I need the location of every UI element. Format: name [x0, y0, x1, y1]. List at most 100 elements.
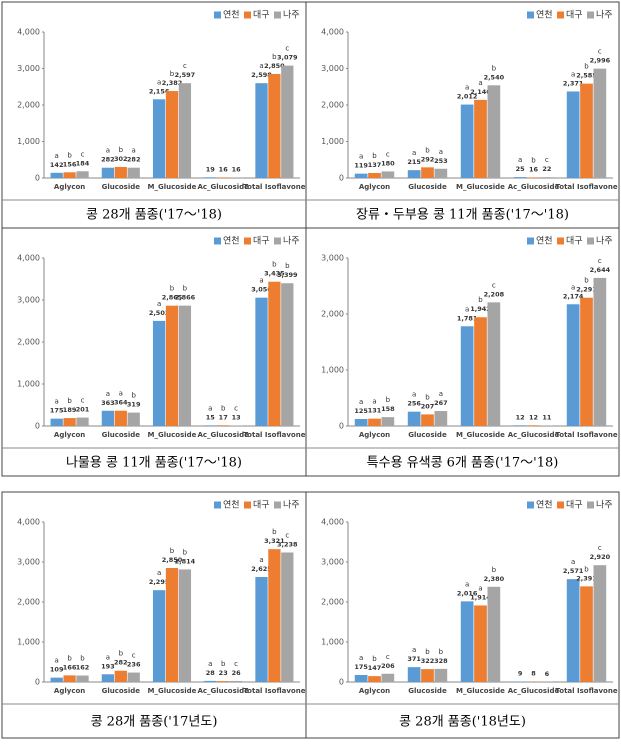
- value-label: 137: [368, 161, 382, 169]
- x-tick-label: Total Isoflavone: [243, 687, 305, 695]
- value-label: 175: [50, 407, 64, 415]
- significance-letter: c: [598, 257, 602, 265]
- value-label: 2,540: [484, 73, 505, 81]
- value-label: 206: [381, 662, 395, 670]
- significance-letter: a: [157, 569, 161, 577]
- y-tick-label: 1,000: [17, 137, 40, 146]
- legend-swatch: [587, 11, 594, 19]
- bar: [63, 418, 76, 426]
- significance-letter: c: [492, 281, 496, 289]
- significance-letter: b: [584, 277, 589, 285]
- value-label: 180: [381, 159, 395, 167]
- value-label: 236: [127, 661, 141, 669]
- legend-swatch: [587, 501, 594, 509]
- significance-letter: a: [106, 653, 110, 661]
- x-tick-label: Ac_Glucoside: [508, 183, 560, 191]
- significance-letter: a: [412, 646, 416, 654]
- significance-letter: b: [170, 285, 175, 293]
- value-label: 2,156: [149, 87, 170, 95]
- x-tick-label: Ac_Glucoside: [508, 687, 560, 695]
- significance-letter: b: [221, 404, 226, 412]
- x-tick-label: Ac_Glucoside: [197, 431, 249, 439]
- y-tick-label: 2,000: [321, 598, 344, 607]
- bar: [593, 277, 607, 426]
- bar: [268, 549, 281, 682]
- significance-letter: c: [81, 397, 85, 405]
- bar: [434, 668, 448, 682]
- y-tick-label: 2,000: [17, 101, 40, 110]
- x-tick-label: Aglycon: [359, 183, 390, 191]
- caption: 콩 28개 품종('17～'18): [86, 208, 222, 223]
- bar: [381, 673, 395, 682]
- legend-label: 대구: [566, 236, 583, 247]
- significance-letter: b: [183, 285, 188, 293]
- x-tick-label: Aglycon: [359, 687, 390, 695]
- significance-letter: b: [119, 146, 124, 154]
- significance-letter: c: [234, 404, 238, 412]
- significance-letter: a: [157, 78, 161, 86]
- y-tick-label: 2,000: [17, 338, 40, 347]
- value-label: 322: [421, 657, 435, 665]
- value-label: 2,380: [484, 575, 505, 583]
- bar: [580, 83, 593, 178]
- legend-swatch: [557, 501, 564, 509]
- legend-label: 나주: [596, 500, 613, 511]
- y-tick-label: 1,000: [17, 380, 40, 389]
- significance-letter: b: [67, 397, 72, 405]
- x-tick-label: Total Isoflavone: [555, 183, 617, 191]
- significance-letter: a: [106, 390, 110, 398]
- y-tick-label: 1,000: [321, 366, 344, 375]
- value-label: 2,016: [457, 589, 478, 597]
- value-label: 147: [368, 664, 382, 672]
- significance-letter: a: [465, 305, 469, 313]
- significance-letter: c: [386, 653, 390, 661]
- legend-label: 나주: [283, 10, 300, 21]
- value-label: 3,238: [277, 540, 298, 548]
- y-tick-label: 2,000: [321, 101, 344, 110]
- significance-letter: b: [170, 70, 175, 78]
- legend-swatch: [557, 11, 564, 19]
- value-label: 363: [101, 399, 115, 407]
- significance-letter: a: [439, 148, 443, 156]
- value-label: 2,598: [251, 71, 272, 79]
- y-tick-label: 1,000: [321, 638, 344, 647]
- x-tick-label: Glucoside: [102, 183, 141, 191]
- value-label: 2,140: [470, 88, 491, 96]
- x-tick-label: Glucoside: [408, 431, 447, 439]
- legend-label: 대구: [253, 236, 270, 247]
- value-label: 16: [529, 165, 539, 173]
- x-tick-label: M_Glucoside: [148, 183, 197, 191]
- significance-letter: c: [132, 652, 136, 660]
- bar: [101, 167, 115, 178]
- legend-label: 연천: [223, 10, 240, 21]
- bar: [165, 305, 179, 426]
- significance-letter: a: [359, 398, 363, 406]
- x-tick-label: Glucoside: [102, 687, 141, 695]
- value-label: 1,781: [457, 314, 478, 322]
- value-label: 2,625: [251, 565, 272, 573]
- significance-letter: b: [425, 393, 430, 401]
- table-border: [1, 491, 620, 739]
- legend-swatch: [244, 501, 251, 509]
- x-tick-label: M_Glucoside: [456, 687, 505, 695]
- bar: [421, 167, 434, 178]
- value-label: 2,866: [175, 294, 196, 302]
- legend-label: 나주: [283, 500, 300, 511]
- x-tick-label: Aglycon: [54, 431, 85, 439]
- value-label: 2,382: [162, 79, 183, 87]
- legend-swatch: [527, 237, 534, 245]
- x-tick-label: Glucoside: [408, 183, 447, 191]
- caption: 장류‧두부용 콩 11개 품종('17～'18): [356, 208, 569, 223]
- value-label: 3,079: [277, 54, 298, 62]
- legend-label: 나주: [596, 10, 613, 21]
- value-label: 2,597: [175, 71, 196, 79]
- bar: [165, 568, 179, 682]
- x-tick-label: Total Isoflavone: [555, 687, 617, 695]
- y-tick-label: 3,000: [321, 558, 344, 567]
- y-tick-label: 4,000: [321, 28, 344, 37]
- significance-letter: b: [272, 261, 277, 269]
- significance-letter: b: [131, 392, 136, 400]
- significance-letter: a: [359, 654, 363, 662]
- value-label: 1,942: [470, 305, 491, 313]
- table-border: [1, 1, 620, 477]
